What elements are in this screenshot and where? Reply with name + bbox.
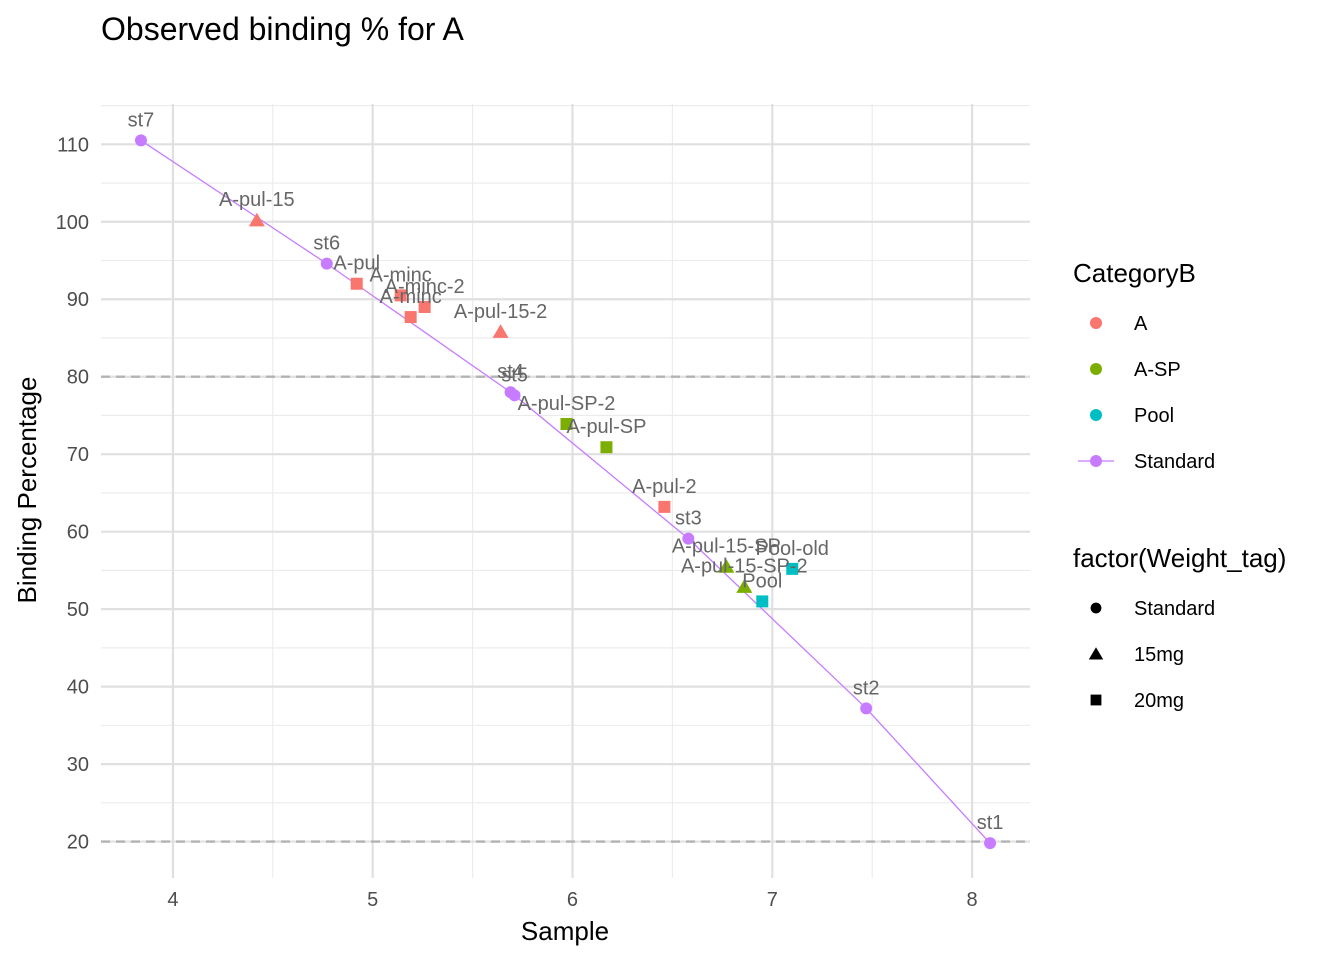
point-label-st6: st6 <box>313 233 340 255</box>
legend-key-Standard <box>1090 455 1102 467</box>
point-label-A-pul-15-SP: A-pul-15-SP <box>672 536 781 558</box>
legend-label-A-SP: A-SP <box>1134 359 1181 381</box>
legend-shape-Standard <box>1090 602 1102 614</box>
legend: CategoryB A A-SP Pool Standard factor(Weigh… <box>1073 258 1286 712</box>
point-label-A-minc-2: A-minc-2 <box>385 276 465 298</box>
point-label-st7: st7 <box>128 109 155 131</box>
point-label-A-pul-15: A-pul-15 <box>219 189 295 211</box>
x-tick-label: 8 <box>966 889 977 911</box>
point-label-A-pul-SP: A-pul-SP <box>566 416 646 438</box>
legend-key-A-SP <box>1090 363 1102 375</box>
point-label-A-pul-15-SP-2: A-pul-15-SP-2 <box>681 556 808 578</box>
point-Pool <box>756 595 769 608</box>
x-tick-label: 7 <box>767 889 778 911</box>
data-points <box>134 134 997 850</box>
point-A-minc <box>394 289 407 302</box>
y-tick-label: 30 <box>67 754 89 776</box>
point-st7 <box>134 134 147 147</box>
reference-lines <box>101 375 1030 843</box>
point-label-A-pul-15-2: A-pul-15-2 <box>454 301 547 323</box>
point-A-minc <box>404 311 417 324</box>
chart-title: Observed binding % for A <box>101 11 465 47</box>
point-A-minc-2 <box>418 300 431 313</box>
legend-key-A <box>1090 317 1102 329</box>
legend-label-Pool: Pool <box>1134 405 1174 427</box>
point-st3 <box>682 532 695 545</box>
y-tick-label: 40 <box>67 677 89 699</box>
legend-color-title: CategoryB <box>1073 258 1196 288</box>
point-label-st1: st1 <box>977 812 1004 834</box>
x-tick-label: 6 <box>567 889 578 911</box>
grid-major <box>101 104 1030 878</box>
point-label-st2: st2 <box>853 677 880 699</box>
y-tick-label: 80 <box>67 367 89 389</box>
y-tick-label: 100 <box>56 212 89 234</box>
point-label-A-pul-SP-2: A-pul-SP-2 <box>518 393 616 415</box>
legend-label-Standard: Standard <box>1134 451 1215 473</box>
point-Pool-old <box>786 562 799 575</box>
legend-shape-20mg <box>1090 694 1102 706</box>
point-A-pul-15-2 <box>492 324 509 338</box>
y-tick-label: 20 <box>67 832 89 854</box>
point-st1 <box>984 837 997 850</box>
legend-label-Standard: Standard <box>1134 598 1215 620</box>
point-st5 <box>508 389 521 402</box>
x-tick-label: 4 <box>167 889 178 911</box>
y-axis-title: Binding Percentage <box>12 377 42 604</box>
legend-color-items: A A-SP Pool Standard <box>1078 313 1215 473</box>
point-A-pul-SP <box>600 441 613 454</box>
y-tick-label: 90 <box>67 289 89 311</box>
point-label-A-minc: A-minc <box>370 264 432 286</box>
legend-label-20mg: 20mg <box>1134 690 1184 712</box>
point-label-st3: st3 <box>675 508 702 530</box>
legend-label-A: A <box>1134 313 1148 335</box>
legend-label-15mg: 15mg <box>1134 644 1184 666</box>
y-tick-label: 110 <box>57 134 89 156</box>
y-tick-label: 50 <box>67 599 89 621</box>
point-A-pul <box>350 277 363 290</box>
point-label-Pool: Pool <box>742 570 782 592</box>
y-tick-label: 70 <box>67 444 89 466</box>
grid-minor <box>101 104 1030 878</box>
point-A-pul-15-SP <box>718 559 735 573</box>
x-tick-label: 5 <box>367 889 378 911</box>
point-st2 <box>860 702 873 715</box>
standard-series-line <box>140 139 991 844</box>
legend-shape-15mg <box>1088 647 1104 660</box>
legend-key-Pool <box>1090 409 1102 421</box>
point-st6 <box>320 257 333 270</box>
point-label-st4: st4 <box>497 361 524 383</box>
y-axis-ticks: 20 30 40 50 60 70 80 90 100 110 <box>56 134 89 853</box>
point-label-A-pul: A-pul <box>333 253 380 275</box>
point-A-pul-15 <box>248 212 265 227</box>
legend-shape-items: Standard 15mg 20mg <box>1088 598 1215 712</box>
x-axis-title: Sample <box>521 916 609 946</box>
point-A-pul-SP-2 <box>560 417 573 430</box>
x-axis-ticks: 4 5 6 7 8 <box>167 889 977 911</box>
point-label-st5: st5 <box>501 364 528 386</box>
point-label-A-minc: A-minc <box>380 286 442 308</box>
point-A-pul-2 <box>658 500 671 513</box>
y-tick-label: 60 <box>67 522 89 544</box>
standard-line <box>140 139 991 844</box>
point-label-A-pul-2: A-pul-2 <box>632 476 696 498</box>
point-A-pul-15-SP-2 <box>736 579 753 593</box>
legend-shape-title: factor(Weight_tag) <box>1073 543 1286 573</box>
point-label-Pool-old: Pool-old <box>756 538 829 560</box>
